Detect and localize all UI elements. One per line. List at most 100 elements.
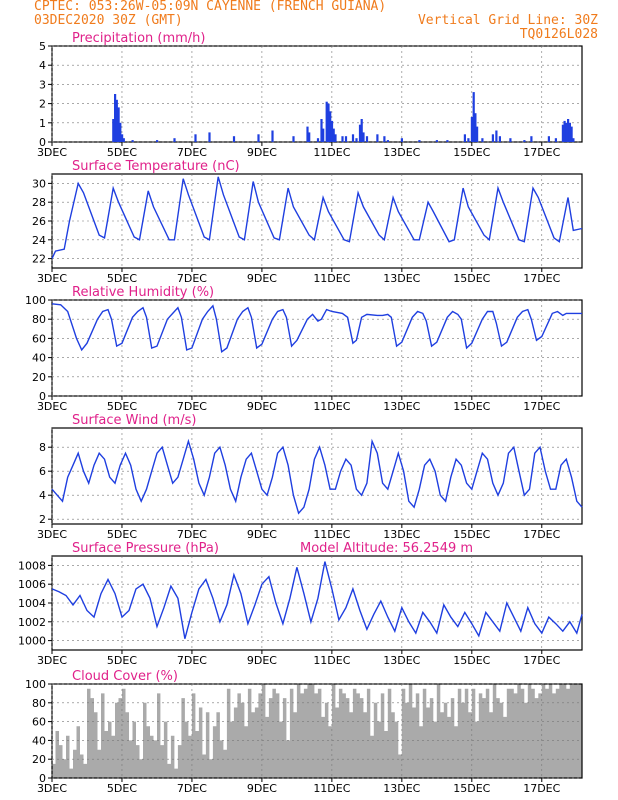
x-tick-label: 9DEC — [247, 654, 277, 667]
x-tick-label: 15DEC — [453, 400, 490, 413]
x-tick-label: 3DEC — [37, 528, 67, 541]
y-tick-label: 20 — [32, 371, 46, 384]
precip-bar — [194, 134, 197, 142]
precip-bar — [383, 136, 386, 142]
precip-bar — [334, 134, 337, 142]
y-tick-label: 1002 — [18, 616, 46, 629]
precip-bar — [472, 92, 475, 142]
panel-5: 3DEC 5DEC 7DEC 9DEC 11DEC 13DEC 15DEC 17DEC 0 20 4… — [25, 669, 583, 795]
precip-bar — [362, 132, 365, 142]
y-tick-label: 60 — [32, 332, 46, 345]
precip-bar — [376, 134, 379, 142]
precip-bar — [563, 120, 566, 142]
precip-bar — [316, 138, 320, 142]
series-line — [51, 561, 583, 639]
x-tick-label: 7DEC — [177, 400, 207, 413]
x-tick-label: 5DEC — [107, 400, 137, 413]
y-tick-label: 24 — [32, 234, 46, 247]
precip-bar — [435, 140, 438, 142]
precip-bar — [491, 134, 494, 142]
precip-bar — [554, 138, 557, 142]
precip-bar — [332, 128, 335, 142]
x-tick-label: 9DEC — [247, 528, 277, 541]
y-tick-label: 3 — [39, 78, 46, 91]
x-tick-label: 17DEC — [523, 400, 560, 413]
series-line — [51, 438, 583, 515]
precip-bar — [330, 120, 334, 142]
x-tick-label: 15DEC — [453, 146, 490, 159]
precip-bar — [498, 136, 501, 142]
x-tick-label: 13DEC — [383, 528, 420, 541]
panel-frame — [51, 45, 583, 143]
y-tick-label: 30 — [32, 177, 46, 190]
panel-frame — [51, 299, 583, 397]
precip-bar — [365, 136, 369, 142]
panel-4: 3DEC 5DEC 7DEC 9DEC 11DEC 13DEC 15DEC 17DEC 1000… — [18, 541, 583, 667]
y-tick-label: 100 — [25, 678, 46, 691]
header-line2-right: Vertical Grid Line: 30Z — [417, 13, 598, 28]
precip-bar — [446, 140, 449, 142]
y-tick-label: 80 — [32, 697, 46, 710]
x-tick-label: 9DEC — [247, 146, 277, 159]
x-tick-label: 13DEC — [383, 654, 420, 667]
precip-bar — [467, 138, 470, 142]
precip-bar — [320, 119, 323, 142]
x-tick-label: 13DEC — [383, 400, 420, 413]
series-line — [51, 176, 583, 259]
y-tick-label: 40 — [32, 734, 46, 747]
x-tick-label: 7DEC — [177, 654, 207, 667]
precip-bar — [341, 136, 344, 142]
precip-bar — [358, 124, 362, 142]
y-tick-label: 60 — [32, 716, 46, 729]
panel-1: 3DEC 5DEC 7DEC 9DEC 11DEC 13DEC 15DEC 17DEC 22 24… — [32, 159, 583, 285]
precip-bar — [308, 132, 311, 142]
x-tick-label: 5DEC — [107, 782, 137, 795]
x-tick-label: 9DEC — [247, 400, 277, 413]
precip-bar — [495, 130, 498, 142]
precip-bar — [114, 94, 117, 142]
y-tick-label: 4 — [39, 489, 46, 502]
precip-bar — [173, 138, 176, 142]
y-tick-label: 0 — [39, 136, 46, 149]
x-tick-label: 9DEC — [247, 782, 277, 795]
y-tick-label: 6 — [39, 465, 46, 478]
y-tick-label: 1006 — [18, 578, 46, 591]
x-tick-label: 13DEC — [383, 272, 420, 285]
precip-bar — [463, 134, 466, 142]
x-tick-label: 17DEC — [523, 782, 560, 795]
model-altitude-label: Model Altitude: 56.2549 m — [300, 541, 473, 556]
x-tick-label: 11DEC — [313, 146, 350, 159]
precip-bar — [565, 122, 568, 142]
panel-title: Precipitation (mm/h) — [72, 31, 205, 46]
precip-bar — [523, 140, 526, 142]
panel-title: Surface Pressure (hPa) — [72, 541, 219, 556]
precip-bar — [327, 103, 330, 142]
panel-3: 3DEC 5DEC 7DEC 9DEC 11DEC 13DEC 15DEC 17DEC 2 4 6 8… — [37, 413, 583, 541]
precip-bar — [400, 138, 403, 142]
y-tick-label: 1 — [39, 117, 46, 130]
precip-bar — [119, 122, 122, 142]
x-tick-label: 5DEC — [107, 654, 137, 667]
y-tick-label: 8 — [39, 441, 46, 454]
precip-bar — [117, 107, 120, 142]
y-tick-label: 1000 — [18, 635, 46, 648]
x-tick-label: 3DEC — [37, 146, 67, 159]
precip-bar — [561, 124, 564, 142]
x-tick-label: 11DEC — [313, 654, 350, 667]
header-line2-left: 03DEC2020 30Z (GMT) — [34, 13, 183, 28]
y-tick-label: 2 — [39, 513, 46, 526]
y-tick-label: 4 — [39, 59, 46, 72]
precip-bar — [232, 136, 236, 142]
precip-bar — [121, 134, 124, 142]
precip-bar — [568, 122, 571, 142]
precip-bar — [360, 119, 363, 142]
x-tick-label: 11DEC — [313, 272, 350, 285]
precip-bar — [131, 140, 134, 142]
precip-bar — [115, 99, 118, 142]
y-tick-label: 0 — [39, 772, 46, 785]
series-line — [51, 303, 582, 354]
precip-bar — [481, 138, 484, 142]
x-tick-label: 17DEC — [523, 146, 560, 159]
x-tick-label: 17DEC — [523, 528, 560, 541]
y-tick-label: 1004 — [18, 597, 46, 610]
